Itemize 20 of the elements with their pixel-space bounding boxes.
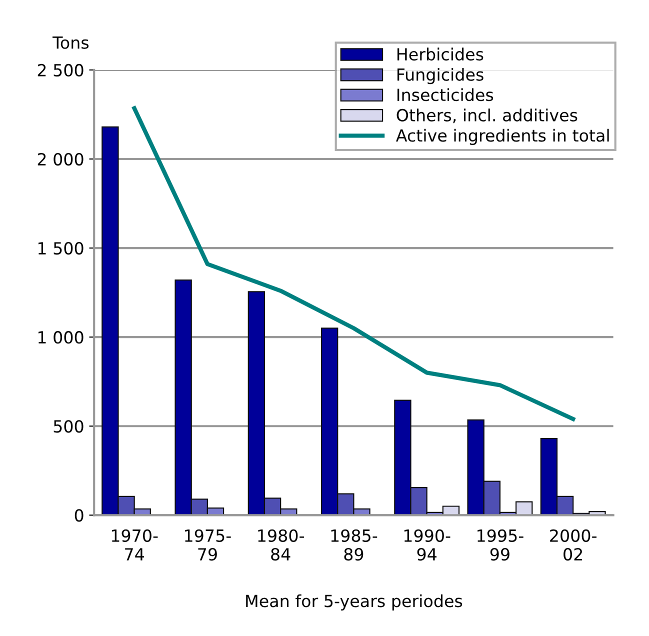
legend-label: Active ingredients in total (396, 128, 609, 145)
y-tick-label: 1 000 (38, 331, 84, 344)
legend-label: Others, incl. additives (396, 108, 578, 124)
legend-label: Insecticides (397, 88, 494, 102)
y-tick-label: 500 (54, 420, 84, 433)
x-tick-label: 1970- 74 (112, 529, 158, 560)
x-tick-label: 1985- 89 (331, 529, 378, 561)
x-tick-label: 1980- 84 (258, 529, 304, 561)
legend-label: Herbicides (397, 48, 484, 61)
legend-label: Fungicides (397, 68, 484, 84)
x-tick-label: 1990- 94 (404, 529, 450, 561)
y-tick-label: 2 000 (38, 152, 84, 166)
y-axis-title: Tons (52, 36, 89, 49)
y-tick-label: 2 500 (38, 64, 84, 77)
x-axis-title: Mean for 5-years periodes (246, 594, 462, 611)
x-tick-label: 1995- 99 (478, 529, 524, 561)
y-tick-label: 0 (74, 509, 84, 522)
x-tick-label: 2000- 02 (550, 529, 596, 561)
y-tick-label: 1 500 (38, 242, 84, 255)
x-tick-label: 1975- 79 (185, 529, 231, 561)
